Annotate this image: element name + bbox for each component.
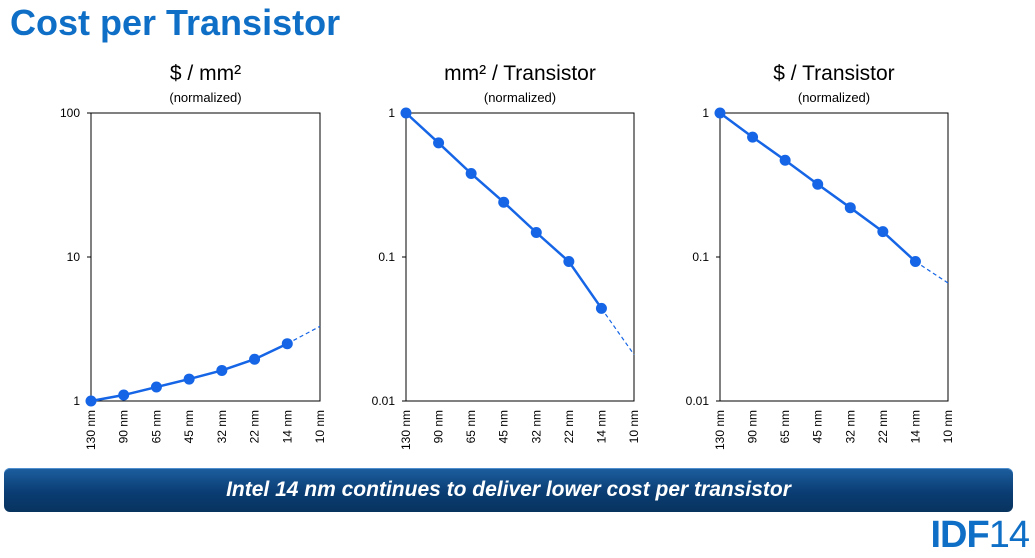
- chart-2-point: [498, 196, 510, 208]
- chart-1-xtick-label: 45 nm: [182, 410, 196, 443]
- chart-1-projection-line: [287, 325, 321, 345]
- slide-title: Cost per Transistor: [10, 2, 341, 43]
- chart-2-point: [433, 137, 445, 149]
- chart-1-ytick-label: 100: [60, 106, 80, 120]
- chart-2-frame: [405, 112, 635, 402]
- chart-1-point: [85, 395, 97, 407]
- chart-2-projection-line: [600, 307, 635, 355]
- chart-3-title: $ / Transistor: [773, 62, 894, 85]
- summary-banner: Intel 14 nm continues to deliver lower c…: [4, 468, 1013, 512]
- chart-2-xtick-label: 90 nm: [432, 410, 446, 443]
- chart-2-point: [400, 107, 412, 119]
- chart-2-point: [563, 256, 575, 268]
- chart-2-point: [465, 168, 477, 180]
- chart-1-xtick-label: 32 nm: [215, 410, 229, 443]
- chart-2-title: mm² / Transistor: [444, 62, 596, 85]
- chart-1-point: [216, 364, 228, 376]
- chart-3-xtick-label: 10 nm: [941, 410, 955, 443]
- chart-1-frame: [90, 112, 321, 402]
- chart-2-ytick-label: 1: [388, 106, 395, 120]
- chart-3-ytick-label: 0.1: [692, 250, 709, 264]
- chart-1-point: [249, 353, 261, 365]
- chart-1-title: $ / mm²: [170, 62, 241, 85]
- chart-3-xtick-label: 45 nm: [811, 410, 825, 443]
- chart-3-point: [844, 202, 856, 214]
- logo-year: 14: [988, 514, 1030, 556]
- chart-2-xtick-label: 10 nm: [627, 410, 641, 443]
- chart-2-point: [595, 302, 607, 314]
- chart-1-point: [150, 381, 162, 393]
- chart-2-point: [530, 226, 542, 238]
- charts-area: $ / mm² (normalized) 1 10 100 130 nm 90 nm 65 n…: [60, 62, 955, 450]
- chart-2-xtick-label: 65 nm: [464, 410, 478, 443]
- chart-1-xtick-label: 90 nm: [117, 410, 131, 443]
- chart-2-xtick-label: 45 nm: [497, 410, 511, 443]
- logo-brand: IDF: [930, 514, 990, 556]
- chart-1-ytick-label: 10: [67, 250, 81, 264]
- chart-3-point: [909, 256, 921, 268]
- chart-3-ytick-label: 1: [702, 106, 709, 120]
- chart-3-xtick-label: 65 nm: [778, 410, 792, 443]
- chart-2-ytick-label: 0.01: [372, 394, 396, 408]
- chart-3-xtick-label: 22 nm: [876, 410, 890, 443]
- chart-1-point: [183, 373, 195, 385]
- chart-2-xtick-label: 22 nm: [562, 410, 576, 443]
- chart-3-xtick-label: 32 nm: [843, 410, 857, 443]
- chart-3-point: [747, 131, 759, 143]
- chart-3-point: [714, 107, 726, 119]
- chart-2-xtick-label: 130 nm: [399, 410, 413, 450]
- chart-3-subtitle: (normalized): [798, 90, 870, 105]
- chart-3-point: [812, 178, 824, 190]
- chart-3-ytick-label: 0.01: [686, 394, 710, 408]
- chart-1-xtick-label: 22 nm: [248, 410, 262, 443]
- chart-1-xtick-label: 65 nm: [149, 410, 163, 443]
- summary-banner-text: Intel 14 nm continues to deliver lower c…: [226, 478, 791, 501]
- chart-2-xtick-label: 32 nm: [529, 410, 543, 443]
- idf14-logo: IDF14: [930, 514, 1031, 556]
- chart-3-xtick-label: 130 nm: [713, 410, 727, 450]
- chart-1-subtitle: (normalized): [169, 90, 241, 105]
- chart-3-projection-line: [915, 261, 949, 284]
- chart-1-xtick-label: 130 nm: [84, 410, 98, 450]
- chart-2-subtitle: (normalized): [484, 90, 556, 105]
- chart-1-xtick-label: 14 nm: [280, 410, 294, 443]
- chart-3-point: [779, 154, 791, 166]
- chart-2-xtick-label: 14 nm: [594, 410, 608, 443]
- chart-1-point: [118, 389, 130, 401]
- chart-3-xtick-label: 14 nm: [908, 410, 922, 443]
- chart-3-point: [877, 226, 889, 238]
- chart-3-xtick-label: 90 nm: [746, 410, 760, 443]
- chart-1-ytick-label: 1: [73, 394, 80, 408]
- chart-1-xtick-label: 10 nm: [313, 410, 327, 443]
- chart-1-point: [281, 338, 293, 350]
- chart-2-ytick-label: 0.1: [378, 250, 395, 264]
